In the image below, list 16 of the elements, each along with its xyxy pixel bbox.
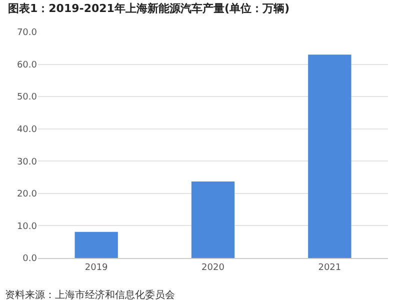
y-tick-label: 70.0 bbox=[16, 28, 38, 38]
y-tick-label: 30.0 bbox=[16, 157, 38, 168]
x-tick-label: 2021 bbox=[318, 262, 342, 273]
bar bbox=[191, 181, 235, 258]
chart-title: 图表1：2019-2021年上海新能源汽车产量(单位：万辆) bbox=[8, 2, 290, 16]
y-tick-label: 50.0 bbox=[16, 92, 38, 103]
y-tick-label: 40.0 bbox=[16, 125, 38, 136]
y-tick-label: 60.0 bbox=[16, 60, 38, 70]
x-tick-label: 2019 bbox=[84, 262, 108, 273]
bar bbox=[308, 54, 352, 258]
y-tick-label: 20.0 bbox=[16, 190, 38, 200]
text: 资料来源：上海市经济和信息化委员会 bbox=[5, 289, 175, 300]
x-tick-label: 2020 bbox=[202, 262, 225, 273]
y-tick-label: 0.0 bbox=[22, 254, 38, 264]
y-tick-label: 10.0 bbox=[16, 222, 38, 232]
bar bbox=[74, 232, 118, 258]
